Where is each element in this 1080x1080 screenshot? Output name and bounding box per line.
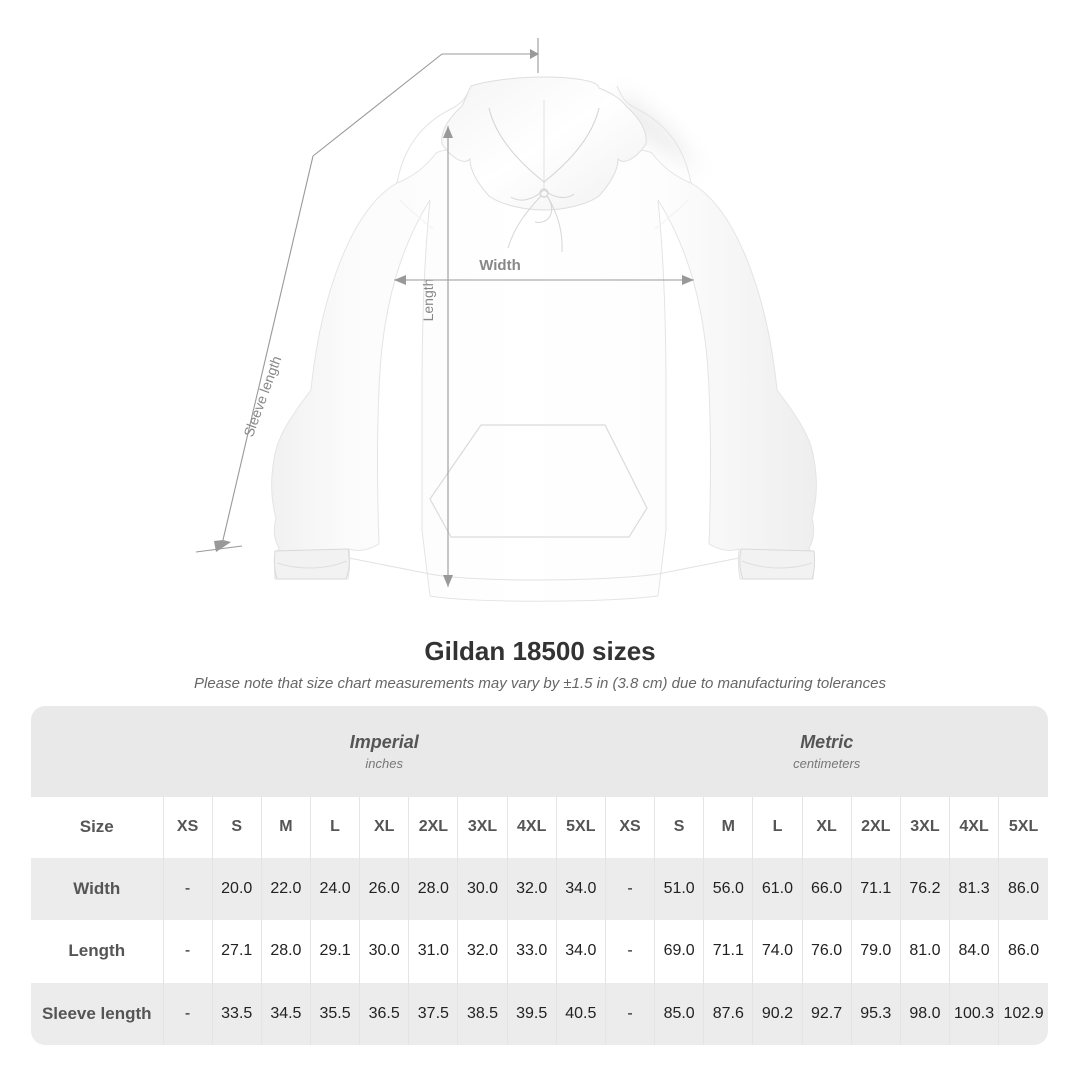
svg-text:Sleeve length: Sleeve length <box>240 354 284 439</box>
svg-text:Width: Width <box>479 257 521 274</box>
svg-text:Length: Length <box>420 279 436 322</box>
